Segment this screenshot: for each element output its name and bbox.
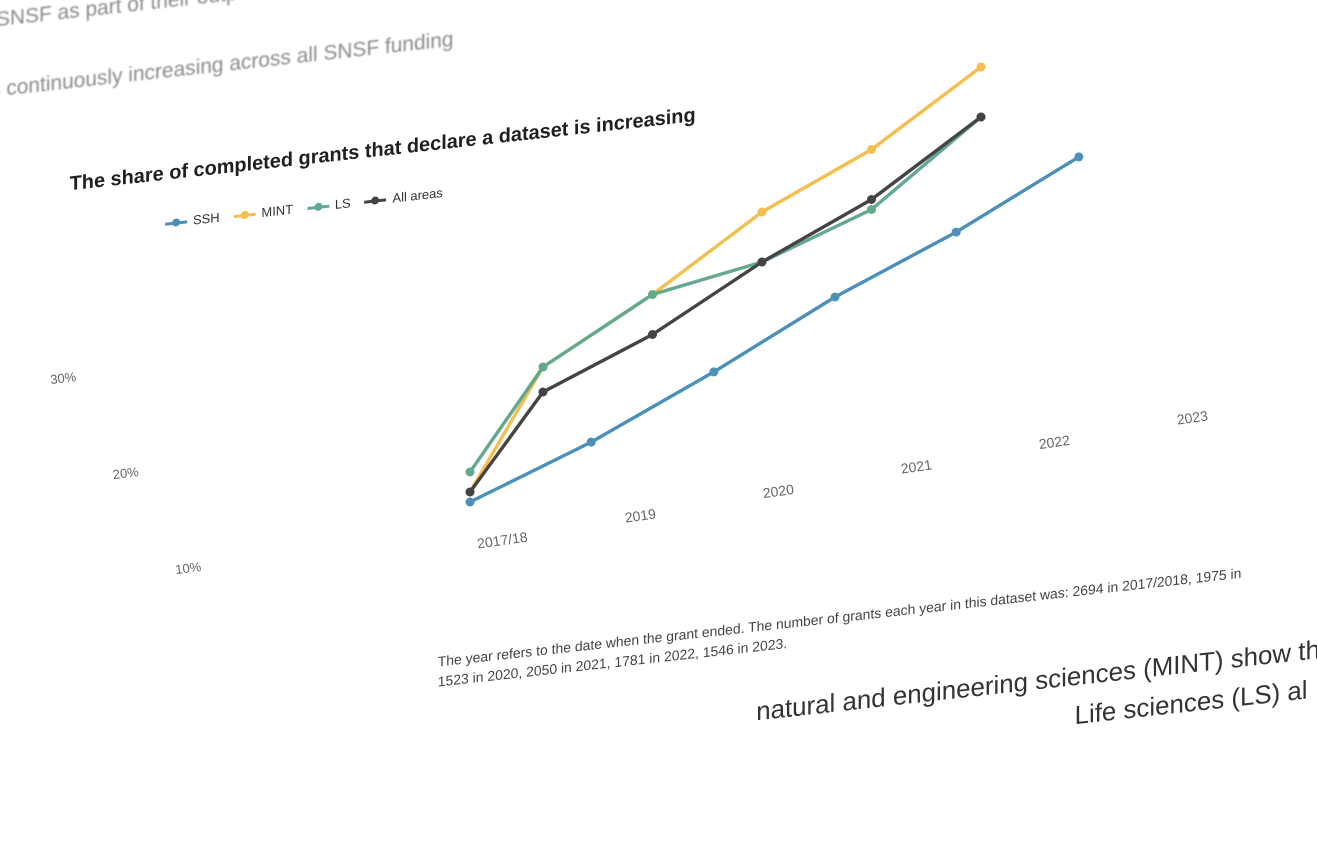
- data-point-ssh: [465, 497, 475, 507]
- y-tick-label: 20%: [112, 464, 140, 482]
- data-point-ssh: [709, 367, 719, 377]
- series-line-ls: [468, 115, 983, 474]
- data-point-mint: [867, 145, 876, 154]
- data-point-ls: [538, 362, 548, 372]
- data-point-mint: [757, 207, 767, 217]
- x-tick-label: 2020: [762, 481, 795, 501]
- data-point-ssh: [951, 227, 961, 237]
- data-point-all-areas: [867, 195, 876, 204]
- x-axis-ticks: 2017/18 2019 2020 2021 2022 2023: [476, 407, 1209, 551]
- series-line-mint: [468, 65, 983, 494]
- data-point-all-areas: [976, 112, 986, 122]
- data-point-ls: [648, 290, 657, 299]
- x-tick-label: 2017/18: [476, 529, 529, 552]
- y-tick-label: 10%: [174, 559, 202, 577]
- x-tick-label: 2023: [1176, 407, 1209, 427]
- data-point-all-areas: [538, 387, 548, 397]
- series-line-ssh: [468, 155, 1081, 504]
- y-axis-ticks: 10% 20% 30%: [49, 369, 202, 577]
- data-point-ssh: [586, 437, 596, 447]
- x-tick-label: 2022: [1038, 432, 1071, 452]
- data-point-all-areas: [757, 257, 767, 267]
- chart-series: [465, 62, 1084, 507]
- y-tick-label: 30%: [49, 369, 77, 387]
- data-point-mint: [976, 62, 986, 72]
- data-point-all-areas: [648, 330, 657, 339]
- data-point-ls: [465, 467, 475, 477]
- x-tick-label: 2019: [624, 505, 657, 525]
- line-chart: 10% 20% 30% 2017/18 2019 2020 2021 2022 2023: [49, 62, 1209, 577]
- series-line-all-areas: [468, 115, 983, 494]
- data-point-ssh: [830, 292, 840, 302]
- x-tick-label: 2021: [900, 456, 933, 476]
- data-point-all-areas: [465, 487, 475, 497]
- data-point-ls: [867, 205, 876, 214]
- data-point-ssh: [1074, 152, 1084, 162]
